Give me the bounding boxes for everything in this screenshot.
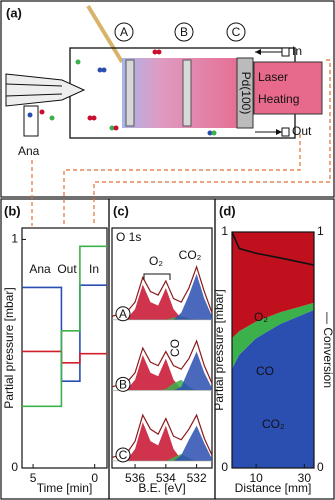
stacked-area bbox=[232, 232, 314, 339]
y-axis-label: Partial pressure [mbar] bbox=[212, 289, 226, 410]
annotation: Out bbox=[57, 262, 77, 276]
x-tick-label: 5 bbox=[30, 471, 37, 485]
x-axis-label: Distance [mm] bbox=[235, 481, 312, 495]
fiber bbox=[86, 4, 124, 64]
marker bbox=[174, 22, 194, 42]
laser-box bbox=[253, 61, 323, 115]
y-tick-label: 1 bbox=[221, 224, 228, 238]
analyzer-tube bbox=[23, 105, 39, 137]
marker-label: B bbox=[180, 25, 188, 39]
arrowhead bbox=[255, 49, 261, 55]
spectrum-marker bbox=[115, 447, 131, 463]
aperture-a bbox=[125, 59, 135, 127]
marker bbox=[226, 22, 246, 42]
spectrum-label: C bbox=[119, 448, 128, 462]
y-tick-label: 1 bbox=[11, 232, 18, 246]
panel-label: (a) bbox=[6, 5, 22, 20]
stacked-area bbox=[232, 302, 314, 369]
chart-title: O 1s bbox=[116, 230, 141, 244]
y-tick-label: 0 bbox=[11, 460, 18, 474]
nozzle bbox=[5, 73, 86, 107]
outlet-label: Out bbox=[292, 124, 312, 138]
panel-label: (d) bbox=[219, 203, 236, 218]
data-line bbox=[22, 350, 107, 364]
peak-component bbox=[112, 284, 212, 320]
x-axis-label: Time [min] bbox=[37, 481, 93, 495]
nozzle-line bbox=[5, 83, 63, 87]
inlet-label: In bbox=[292, 44, 302, 58]
marker-label: A bbox=[120, 25, 128, 39]
marker bbox=[114, 22, 134, 42]
x-axis-label: B.E. [eV] bbox=[138, 481, 185, 495]
plot-frame bbox=[21, 227, 108, 469]
peak-component bbox=[112, 422, 212, 461]
x-tick-label: 534 bbox=[156, 471, 176, 485]
annotation: Ana bbox=[29, 262, 51, 276]
reactor-diagram: (a) Pd(100) Laser Heating Ana A B C bbox=[5, 4, 331, 226]
stacked-area bbox=[232, 309, 314, 468]
data-line bbox=[22, 245, 107, 408]
peak-component bbox=[112, 273, 212, 320]
plot-frame bbox=[231, 231, 315, 469]
y2-axis-label: — Conversion bbox=[321, 312, 335, 388]
spectrum-marker bbox=[115, 306, 131, 322]
y2-tick-label: 1 bbox=[317, 224, 324, 238]
panel-label: (b) bbox=[4, 203, 21, 218]
series-label: CO bbox=[256, 364, 274, 378]
aperture-b bbox=[182, 59, 192, 127]
spectrum-label: B bbox=[119, 378, 127, 392]
annotation: CO₂ bbox=[179, 248, 202, 262]
x-tick-label: 0 bbox=[91, 471, 98, 485]
peak-component bbox=[112, 351, 212, 391]
series-label: O₂ bbox=[254, 310, 268, 324]
analyzer-label: Ana bbox=[18, 144, 40, 158]
spectrum-marker bbox=[115, 376, 131, 392]
x-tick-label: 30 bbox=[298, 471, 312, 485]
annotation: O₂ bbox=[149, 254, 163, 268]
x-tick-label: 532 bbox=[187, 471, 207, 485]
connector-lines bbox=[31, 59, 331, 226]
x-tick-label: 536 bbox=[125, 471, 145, 485]
data-line bbox=[22, 284, 107, 382]
sample-label: Pd(100) bbox=[239, 72, 253, 115]
panel-label: (c) bbox=[113, 203, 129, 218]
nozzle-line bbox=[5, 93, 63, 97]
panel-d-frame bbox=[214, 198, 335, 500]
bracket bbox=[143, 273, 171, 280]
laser-label: Heating bbox=[258, 92, 299, 106]
conversion-line bbox=[231, 231, 315, 266]
valve bbox=[281, 127, 290, 137]
molecules bbox=[27, 49, 217, 136]
series-label: CO₂ bbox=[262, 417, 285, 431]
y2-tick-label: 0 bbox=[317, 460, 324, 474]
valve bbox=[281, 47, 290, 57]
y-tick-label: 0 bbox=[221, 460, 228, 474]
peak-component bbox=[112, 425, 212, 461]
marker-label: C bbox=[232, 25, 241, 39]
y-axis-label: Partial pressure [mbar] bbox=[2, 287, 16, 408]
plot-frame bbox=[111, 227, 213, 469]
arrowhead bbox=[276, 129, 282, 135]
annotation: CO bbox=[168, 339, 182, 357]
panel-a-frame bbox=[0, 0, 335, 198]
annotation: In bbox=[89, 262, 99, 276]
peak-component bbox=[112, 355, 212, 391]
spectrum-label: A bbox=[119, 307, 127, 321]
sample bbox=[236, 57, 254, 129]
laser-label: Laser bbox=[258, 70, 288, 84]
x-tick-label: 10 bbox=[249, 471, 263, 485]
